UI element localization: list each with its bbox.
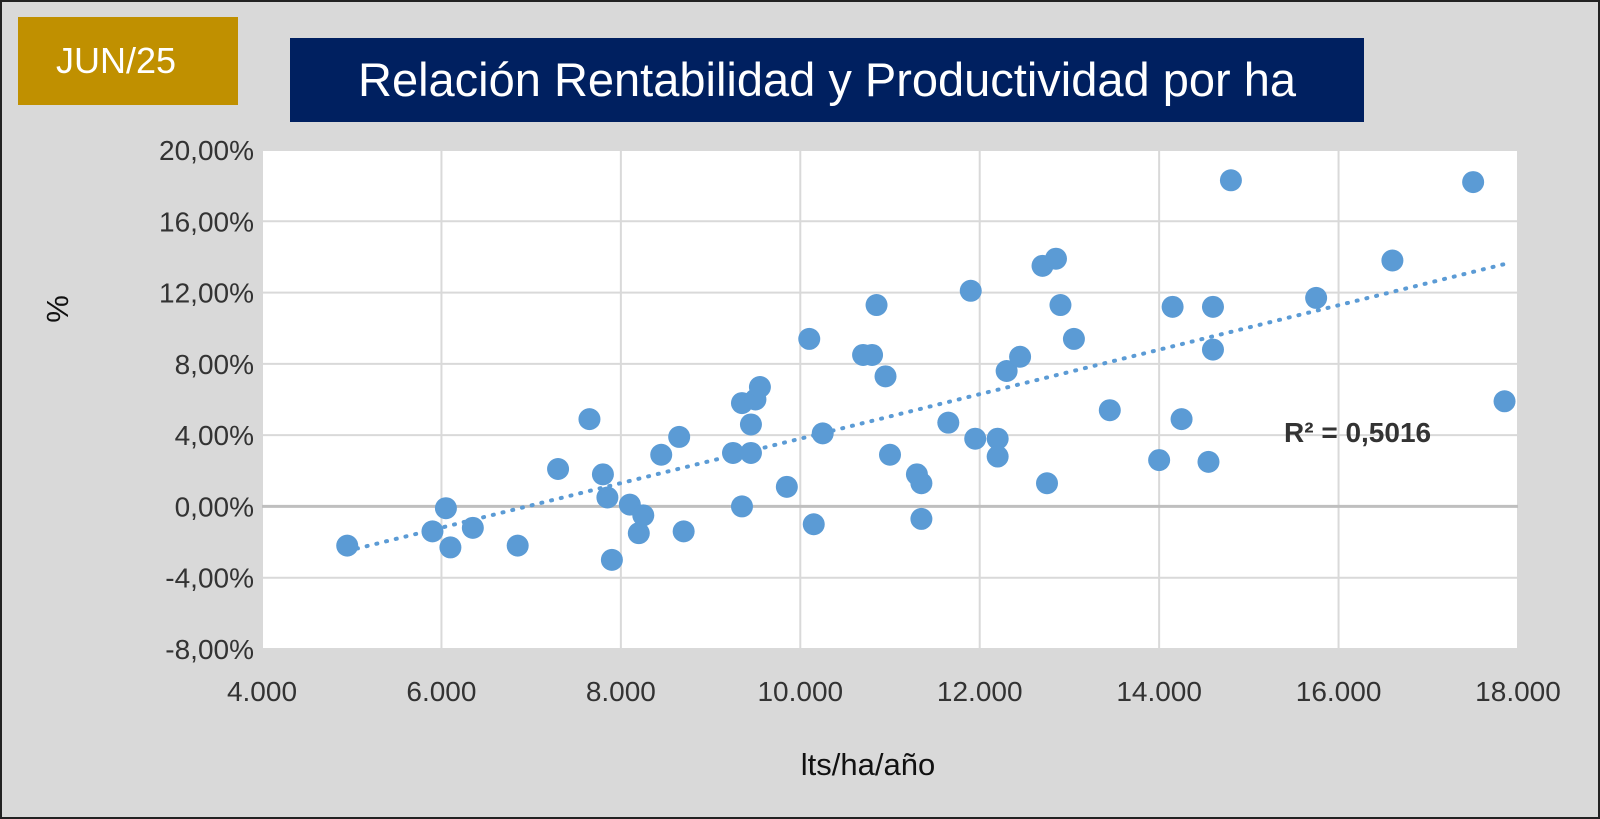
data-point xyxy=(865,294,888,317)
x-tick-label: 10.000 xyxy=(757,676,843,707)
data-point xyxy=(578,408,601,431)
y-tick-label: 16,00% xyxy=(159,206,254,237)
trendline-group xyxy=(345,262,1507,553)
data-point xyxy=(1170,408,1193,431)
data-point xyxy=(627,522,650,545)
data-point xyxy=(421,520,444,543)
data-point xyxy=(802,513,825,536)
y-axis-ticks: -8,00% -4,00% 0,00% 4,00% 8,00% 12,00% 16,00% 2… xyxy=(159,135,254,665)
data-point xyxy=(336,534,359,557)
data-point xyxy=(910,507,933,530)
data-point xyxy=(874,365,897,388)
r-squared-label: R² = 0,5016 xyxy=(1284,417,1431,448)
data-point xyxy=(461,516,484,539)
x-axis-ticks: 4.000 6.000 8.000 10.000 12.000 14.000 16.000 1… xyxy=(227,676,1561,707)
data-point xyxy=(1201,338,1224,361)
x-tick-label: 14.000 xyxy=(1116,676,1202,707)
data-point xyxy=(1462,171,1485,194)
data-point xyxy=(1036,472,1058,495)
data-point xyxy=(995,359,1018,382)
plot-area xyxy=(262,150,1518,649)
data-point xyxy=(1062,327,1085,350)
data-points xyxy=(336,169,1516,571)
data-point xyxy=(798,327,821,350)
x-tick-label: 12.000 xyxy=(937,676,1023,707)
data-point xyxy=(591,463,614,486)
data-point xyxy=(986,427,1009,450)
data-point xyxy=(1381,249,1404,272)
data-point xyxy=(910,472,933,495)
y-tick-label: 0,00% xyxy=(175,491,254,522)
data-point xyxy=(1044,247,1067,270)
data-point xyxy=(1161,295,1184,318)
data-point xyxy=(650,443,673,466)
data-point xyxy=(1148,449,1171,472)
data-point xyxy=(434,497,457,520)
data-point xyxy=(739,413,762,436)
data-point xyxy=(596,486,619,509)
data-point xyxy=(861,343,884,366)
data-point xyxy=(739,441,762,464)
data-point xyxy=(1197,450,1220,473)
x-tick-label: 18.000 xyxy=(1475,676,1561,707)
data-point xyxy=(1305,286,1328,309)
trendline xyxy=(345,262,1507,553)
data-point xyxy=(1098,399,1121,422)
data-point xyxy=(1201,295,1224,318)
date-badge: JUN/25 xyxy=(18,17,238,105)
data-point xyxy=(775,475,798,498)
chart-title: Relación Rentabilidad y Productividad po… xyxy=(290,38,1364,122)
data-point xyxy=(1219,169,1242,192)
x-tick-label: 4.000 xyxy=(227,676,297,707)
x-tick-label: 6.000 xyxy=(406,676,476,707)
x-axis-title: lts/ha/año xyxy=(801,747,935,782)
x-tick-label: 8.000 xyxy=(586,676,656,707)
data-point xyxy=(748,376,771,399)
data-point xyxy=(672,520,695,543)
data-point xyxy=(506,534,529,557)
data-point xyxy=(986,445,1009,468)
data-point xyxy=(879,443,901,466)
data-point xyxy=(937,411,960,434)
data-point xyxy=(964,427,987,450)
data-point xyxy=(632,504,655,527)
data-point xyxy=(722,441,744,464)
data-point xyxy=(1009,345,1032,368)
y-tick-label: -8,00% xyxy=(165,634,254,665)
y-tick-label: -4,00% xyxy=(165,563,254,594)
data-point xyxy=(439,536,462,559)
data-point xyxy=(959,279,982,302)
data-point xyxy=(600,548,623,571)
x-tick-label: 16.000 xyxy=(1296,676,1382,707)
y-axis-title: % xyxy=(40,295,75,323)
y-tick-label: 4,00% xyxy=(175,420,254,451)
data-point xyxy=(730,495,753,518)
data-point xyxy=(811,422,834,445)
data-point xyxy=(1493,390,1516,413)
y-tick-label: 20,00% xyxy=(159,135,254,166)
data-point xyxy=(1049,294,1072,317)
y-tick-label: 12,00% xyxy=(159,278,254,309)
data-point xyxy=(547,458,570,481)
y-tick-label: 8,00% xyxy=(175,349,254,380)
data-point xyxy=(668,425,691,448)
